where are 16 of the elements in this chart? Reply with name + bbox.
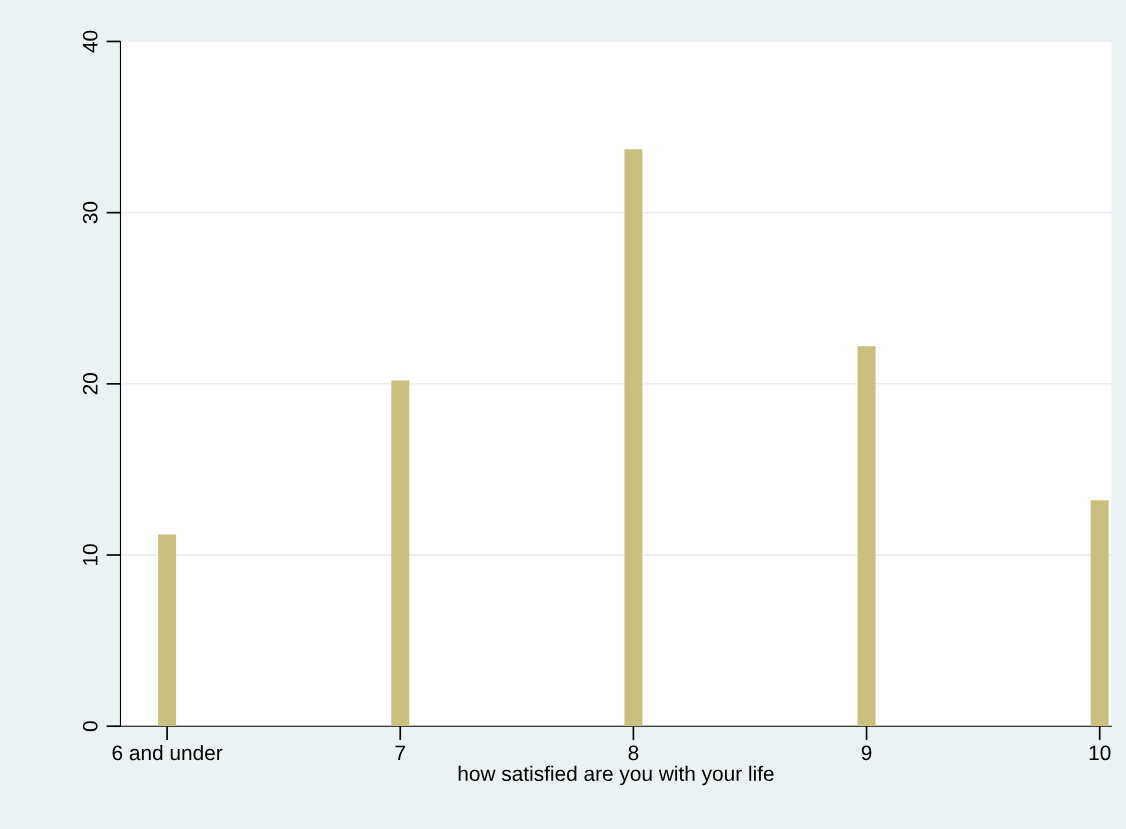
x-axis-title: how satisfied are you with your life xyxy=(458,765,774,786)
bar xyxy=(1090,500,1109,727)
bar xyxy=(158,534,177,727)
y-tick-label: 30 xyxy=(82,201,98,224)
y-tick-label: 20 xyxy=(82,373,98,395)
bar xyxy=(857,346,876,727)
y-tick-label: 0 xyxy=(82,721,98,732)
bar xyxy=(391,380,410,727)
y-tick-label: 10 xyxy=(82,544,98,566)
x-tick-label: 10 xyxy=(1089,745,1111,761)
x-tick-label: 6 and under xyxy=(112,744,223,761)
x-tick-label: 9 xyxy=(861,745,872,761)
bar xyxy=(624,149,643,727)
x-tick-label: 7 xyxy=(395,745,406,761)
y-tick-label: 40 xyxy=(82,30,98,53)
x-tick-label: 8 xyxy=(628,745,639,761)
